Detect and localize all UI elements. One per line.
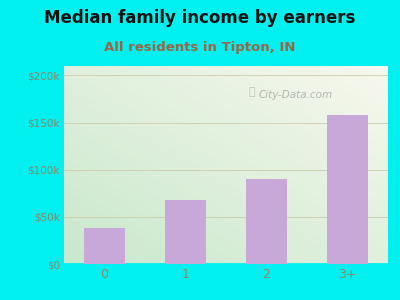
Text: Median family income by earners: Median family income by earners	[44, 9, 356, 27]
Bar	[327, 115, 368, 264]
Text: ⓘ: ⓘ	[249, 87, 255, 97]
Bar	[84, 228, 125, 264]
Text: All residents in Tipton, IN: All residents in Tipton, IN	[104, 40, 296, 53]
Bar	[165, 200, 206, 264]
Bar	[246, 179, 287, 264]
Text: City-Data.com: City-Data.com	[258, 90, 332, 100]
